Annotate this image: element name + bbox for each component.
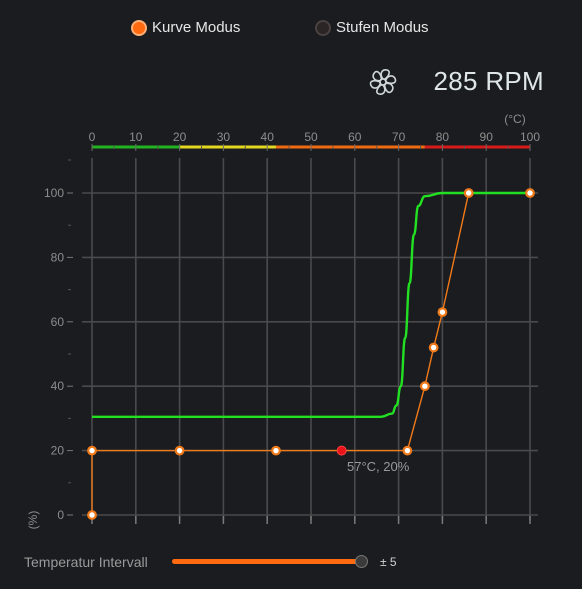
- curve-point-handle[interactable]: [271, 445, 281, 456]
- x-tick-label: 80: [436, 130, 450, 144]
- interval-value: ± 5: [380, 555, 397, 569]
- curve-mode-radio[interactable]: Kurve Modus: [131, 19, 240, 36]
- current-operating-point: [336, 445, 347, 456]
- fan-icon: [369, 68, 396, 95]
- y-tick-label: 100: [44, 186, 64, 200]
- x-tick-label: 90: [480, 130, 494, 144]
- rpm-display: 285 RPM: [368, 66, 544, 97]
- x-tick-label: 30: [217, 130, 231, 144]
- current-point-label: 57°C, 20%: [347, 459, 410, 474]
- curve-point-handle[interactable]: [437, 307, 448, 318]
- x-tick-label: 100: [520, 130, 540, 144]
- curve-point-handle[interactable]: [402, 445, 413, 456]
- interval-slider[interactable]: [172, 553, 369, 571]
- curve-point-handle[interactable]: [428, 342, 439, 353]
- rpm-value: 285 RPM: [433, 66, 544, 96]
- x-tick-label: 60: [348, 130, 362, 144]
- curve-point-handle[interactable]: [174, 445, 185, 456]
- chart-axes: 0 10 20 30 40 50 60 70 80 90 100 0 20 40 60 80 100: [44, 130, 540, 524]
- chart-points: [87, 188, 535, 520]
- actual-speed-line: [92, 191, 530, 418]
- radio-selected-icon[interactable]: [131, 19, 147, 36]
- curve-point-handle[interactable]: [87, 445, 97, 456]
- x-tick-label: 40: [261, 130, 275, 144]
- step-mode-label: Stufen Modus: [336, 19, 429, 36]
- curve-point-handle[interactable]: [87, 510, 97, 520]
- percent-unit-label: (%): [26, 511, 40, 530]
- y-tick-label: 40: [51, 379, 65, 393]
- temperature-unit-label: (°C): [504, 112, 525, 126]
- interval-label: Temperatur Intervall: [24, 554, 148, 570]
- step-mode-radio[interactable]: Stufen Modus: [315, 19, 429, 36]
- fan-curve-line: [91, 192, 530, 515]
- x-tick-label: 10: [129, 130, 143, 144]
- interval-slider-thumb[interactable]: [355, 555, 369, 568]
- curve-point-handle[interactable]: [463, 188, 474, 198]
- y-tick-label: 60: [51, 315, 65, 329]
- interval-slider-fill: [172, 559, 359, 564]
- x-tick-label: 70: [392, 130, 406, 144]
- x-tick-label: 50: [304, 130, 318, 144]
- chart-series: [91, 191, 530, 515]
- radio-unselected-icon[interactable]: [315, 19, 331, 36]
- curve-point-handle[interactable]: [419, 381, 430, 392]
- curve-mode-label: Kurve Modus: [152, 19, 241, 36]
- temperature-interval-row: Temperatur Intervall ± 5: [24, 553, 397, 571]
- y-tick-label: 20: [51, 444, 65, 458]
- x-tick-label: 20: [173, 130, 187, 144]
- y-tick-label: 0: [57, 508, 64, 522]
- chart-grid: [82, 158, 538, 520]
- x-tick-label: 0: [89, 130, 96, 144]
- curve-point-handle[interactable]: [525, 188, 535, 198]
- y-tick-label: 80: [51, 250, 65, 264]
